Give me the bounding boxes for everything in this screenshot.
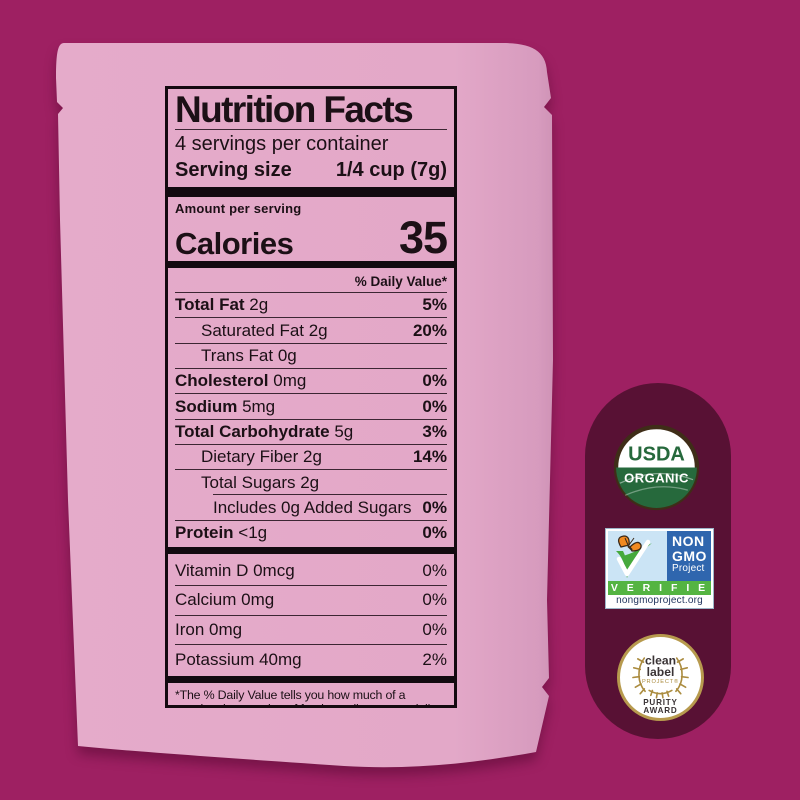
nongmo-butterfly-panel bbox=[608, 531, 667, 581]
daily-value-header: % Daily Value* bbox=[175, 270, 447, 293]
nutrient-row-total-fat: Total Fat 2g 5% bbox=[175, 295, 447, 315]
serving-size-value: 1/4 cup (7g) bbox=[335, 159, 447, 182]
nutrient-row-trans-fat: Trans Fat 0g bbox=[175, 342, 447, 368]
vitamin-row-potassium: Potassium 40mg 2% bbox=[175, 644, 447, 674]
servings-per-container: 4 servings per container bbox=[175, 133, 389, 156]
clean-label-seal-icon: clean label PROJECT® PURITY AWARD bbox=[632, 654, 689, 715]
nutrient-row-sodium: Sodium 5mg 0% bbox=[175, 393, 447, 418]
nutrient-row-total-sugars: Total Sugars 2g bbox=[175, 469, 447, 494]
medium-divider bbox=[168, 547, 454, 555]
thick-divider bbox=[168, 187, 454, 198]
medium-divider bbox=[168, 260, 454, 268]
nongmo-wordmark: NON GMO Project bbox=[667, 531, 711, 581]
svg-text:label: label bbox=[647, 665, 675, 679]
organic-text: ORGANIC bbox=[624, 470, 689, 485]
serving-size-label: Serving size bbox=[175, 159, 292, 182]
pouch-shape bbox=[56, 43, 553, 768]
serving-size-row: Serving size 1/4 cup (7g) bbox=[175, 156, 447, 185]
nutrient-row-cholesterol: Cholesterol 0mg 0% bbox=[175, 367, 447, 393]
divider bbox=[175, 129, 447, 131]
usda-text: USDA bbox=[628, 444, 685, 466]
nutrient-row-saturated-fat: Saturated Fat 2g 20% bbox=[175, 317, 447, 342]
calories-value: 35 bbox=[398, 212, 448, 264]
svg-text:PROJECT®: PROJECT® bbox=[642, 678, 679, 685]
panel-title: Nutrition Facts bbox=[175, 89, 414, 130]
amount-per-serving-label: Amount per serving bbox=[175, 201, 302, 217]
svg-text:clean: clean bbox=[645, 654, 676, 668]
butterfly-grass-icon bbox=[616, 535, 652, 578]
daily-value-footnote: *The % Daily Value tells you how much of… bbox=[175, 688, 436, 705]
usda-organic-badge: USDA ORGANIC bbox=[613, 424, 700, 511]
svg-text:PURITY: PURITY bbox=[643, 698, 678, 707]
nutrient-row-total-carbohydrate: Total Carbohydrate 5g 3% bbox=[175, 418, 447, 444]
nutrient-row-added-sugars: Includes 0g Added Sugars 0% bbox=[213, 494, 447, 519]
nongmo-verified-bar: V E R I F I E D bbox=[608, 581, 711, 608]
nutrient-row-dietary-fiber: Dietary Fiber 2g 14% bbox=[175, 443, 447, 469]
vitamin-row-vitamin-d: Vitamin D 0mcg 0% bbox=[175, 560, 447, 580]
svg-text:AWARD: AWARD bbox=[643, 706, 677, 715]
calories-label: Calories bbox=[175, 226, 294, 262]
usda-organic-seal-icon: USDA ORGANIC bbox=[613, 424, 700, 511]
clean-label-purity-award-badge: clean label PROJECT® PURITY AWARD bbox=[617, 634, 704, 721]
vitamin-row-iron: Iron 0mg 0% bbox=[175, 614, 447, 645]
calories-row: Calories 35 bbox=[175, 212, 448, 264]
medium-divider bbox=[168, 676, 454, 684]
nutrient-row-protein: Protein <1g 0% bbox=[175, 519, 447, 545]
nutrition-facts-panel: Nutrition Facts 4 servings per container… bbox=[165, 86, 457, 708]
vitamin-row-calcium: Calcium 0mg 0% bbox=[175, 584, 447, 615]
non-gmo-project-badge: NON GMO Project V E R I F I E D nongmopr… bbox=[605, 528, 714, 609]
nongmo-url: nongmoproject.org bbox=[608, 595, 711, 606]
